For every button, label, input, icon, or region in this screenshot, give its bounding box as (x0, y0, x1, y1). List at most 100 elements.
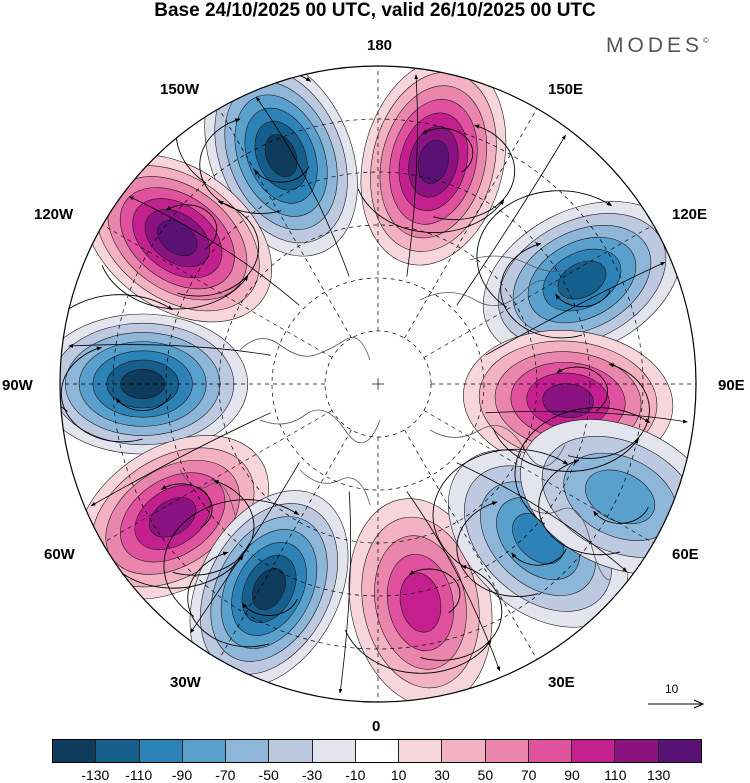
streamline (406, 491, 501, 672)
streamline (456, 462, 628, 572)
reference-vector-label: 10 (665, 682, 679, 696)
coastline (259, 409, 381, 444)
streamline (456, 134, 566, 306)
map-title: Base 24/10/2025 00 UTC, valid 26/10/2025… (154, 0, 596, 21)
streamline (90, 412, 271, 507)
colorbar-swatch (181, 740, 226, 762)
streamline (255, 96, 350, 277)
colorbar-tick-label: -130 (81, 767, 110, 783)
colorbar-tick-label: -90 (171, 767, 193, 783)
colorbar-swatch (657, 740, 701, 762)
anomaly-contour (252, 567, 286, 610)
map-border (59, 65, 697, 703)
colorbar-tick-label: -110 (125, 767, 153, 783)
coastline (179, 469, 236, 516)
streamline (485, 261, 666, 356)
colorbar-swatch (95, 740, 139, 762)
colorbar-tick-label: 130 (646, 767, 671, 783)
coastline (429, 425, 566, 467)
streamline (485, 410, 688, 424)
streamline (165, 204, 218, 249)
lon-label-180: 180 (367, 37, 393, 54)
streamline (514, 407, 651, 525)
reference-arrow-icon (648, 699, 705, 709)
anomaly-contour (120, 368, 166, 400)
coastline (299, 469, 371, 506)
latitude-circle (165, 171, 591, 597)
colorbar-tick-label: 90 (564, 767, 580, 783)
colorbar-tick-label: -30 (301, 767, 323, 783)
streamline (555, 290, 611, 307)
colorbar-swatch (268, 740, 312, 762)
colorbar-tick-label: 10 (390, 767, 407, 783)
streamline (60, 294, 173, 412)
lon-label-120e: 120E (672, 206, 708, 223)
streamline (432, 448, 569, 567)
streamline (338, 491, 352, 694)
anomaly-negative (60, 313, 248, 455)
colorbar-tick-label: 50 (477, 767, 494, 783)
streamline (163, 499, 300, 617)
graticule (60, 66, 696, 702)
lon-label-0: 0 (372, 718, 381, 735)
streamline (420, 565, 503, 661)
colorbar-swatch (571, 740, 615, 762)
reference-vector: 10 (646, 682, 706, 712)
colorbar-swatch (527, 740, 572, 762)
wind-streamlines (60, 66, 688, 694)
anomaly-contour (399, 572, 442, 633)
lon-label-60w: 60W (44, 546, 75, 563)
anomaly-contour (149, 497, 197, 538)
streamline (172, 479, 255, 576)
colorbar-swatch (138, 740, 182, 762)
anomaly-contour (417, 139, 449, 184)
streamline (177, 200, 260, 297)
colorbar-tick-label: 110 (604, 767, 627, 783)
colorbar-tick-label: -70 (215, 767, 236, 783)
colorbar-swatch (225, 740, 269, 762)
streamline (242, 599, 298, 616)
streamline (593, 506, 649, 524)
colorbar-swatch (53, 740, 96, 762)
streamline (344, 629, 492, 674)
lon-label-150e: 150E (548, 81, 584, 98)
colorbar-tick-label: -10 (345, 767, 366, 783)
streamline (406, 74, 419, 277)
lon-label-150w: 150W (160, 81, 200, 98)
colorbar-ticks: -130 -110 -90 -70 -50 -30 -10 10 30 50 70 90 110 130 (0, 767, 750, 783)
anomaly-field (60, 66, 696, 702)
colorbar-tick-label: 70 (520, 767, 537, 783)
streamline (556, 366, 608, 412)
streamline (68, 343, 271, 356)
colorbar-swatch (398, 740, 442, 762)
brand-name: MODES (606, 34, 704, 57)
streamline (492, 427, 639, 472)
lon-label-90w: 90W (2, 377, 33, 394)
streamline (254, 165, 310, 183)
streamline (421, 127, 474, 173)
latitude-circle (271, 277, 485, 491)
anomaly-positive (360, 66, 507, 266)
coastline (469, 255, 586, 272)
lon-label-60e: 60E (672, 546, 699, 563)
colorbar-swatch (614, 740, 658, 762)
streamline (357, 189, 505, 233)
colorbar-swatch (354, 740, 399, 762)
lon-label-30w: 30W (170, 674, 201, 691)
lon-label-90e: 90E (718, 377, 745, 394)
streamline (190, 462, 300, 634)
streamline (511, 548, 567, 566)
anomaly-contour (557, 260, 607, 300)
streamline (161, 483, 213, 528)
colorbar (52, 739, 702, 763)
map-disk (60, 66, 696, 702)
colorbar-swatch (441, 740, 485, 762)
lon-label-30e: 30E (548, 674, 575, 691)
lon-label-120w: 120W (34, 206, 74, 223)
anomaly-contour (585, 469, 656, 525)
colorbar-tick-label: 30 (434, 767, 450, 783)
colorbar-tick-label: -50 (258, 767, 279, 783)
colorbar-swatch (311, 740, 355, 762)
streamline (476, 190, 613, 308)
